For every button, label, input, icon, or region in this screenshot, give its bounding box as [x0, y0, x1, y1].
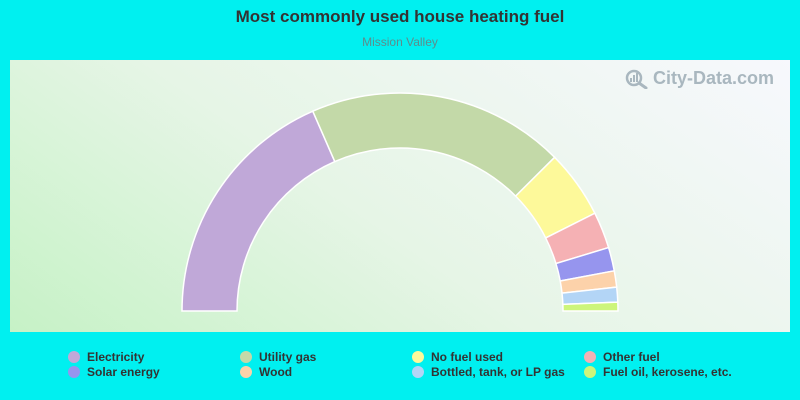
legend-item-utility-gas[interactable]: Utility gas	[240, 350, 316, 364]
legend-item-bottled-tank-or-lp-gas[interactable]: Bottled, tank, or LP gas	[412, 365, 565, 379]
slice-utility-gas[interactable]	[311, 92, 556, 198]
slice-fuel-oil-kerosene-etc[interactable]	[562, 301, 619, 312]
legend-label: No fuel used	[431, 350, 504, 364]
chart-title: Most commonly used house heating fuel	[235, 7, 565, 26]
watermark-text: City-Data.com	[652, 68, 774, 88]
legend-swatch	[240, 366, 252, 378]
legend-swatch	[584, 351, 596, 363]
legend-swatch	[240, 351, 252, 363]
legend-item-solar-energy[interactable]: Solar energy	[68, 365, 160, 379]
chart-legend: Electricity Utility gas No fuel used Other …	[68, 350, 768, 382]
legend-label: Utility gas	[259, 350, 317, 364]
legend-swatch	[412, 351, 424, 363]
legend-label: Fuel oil, kerosene, etc.	[603, 365, 732, 379]
legend-item-electricity[interactable]: Electricity	[68, 350, 144, 364]
plot-area: City-Data.com	[10, 60, 790, 332]
slice-electricity[interactable]	[181, 110, 336, 312]
legend-item-no-fuel-used[interactable]: No fuel used	[412, 350, 503, 364]
legend-swatch	[68, 366, 80, 378]
legend-item-other-fuel[interactable]: Other fuel	[584, 350, 660, 364]
legend-label: Wood	[259, 365, 293, 379]
semi-donut-chart	[181, 92, 619, 312]
legend-label: Other fuel	[603, 350, 660, 364]
legend-swatch	[584, 366, 596, 378]
legend-label: Solar energy	[87, 365, 160, 379]
legend-item-fuel-oil-kerosene-etc[interactable]: Fuel oil, kerosene, etc.	[584, 365, 732, 379]
legend-label: Bottled, tank, or LP gas	[431, 365, 565, 379]
legend-swatch	[68, 351, 80, 363]
chart-subtitle: Mission Valley	[362, 35, 438, 49]
magnifier-icon	[625, 69, 648, 89]
legend-swatch	[412, 366, 424, 378]
legend-item-wood[interactable]: Wood	[240, 365, 292, 379]
watermark: City-Data.com	[625, 68, 774, 89]
legend-label: Electricity	[87, 350, 145, 364]
